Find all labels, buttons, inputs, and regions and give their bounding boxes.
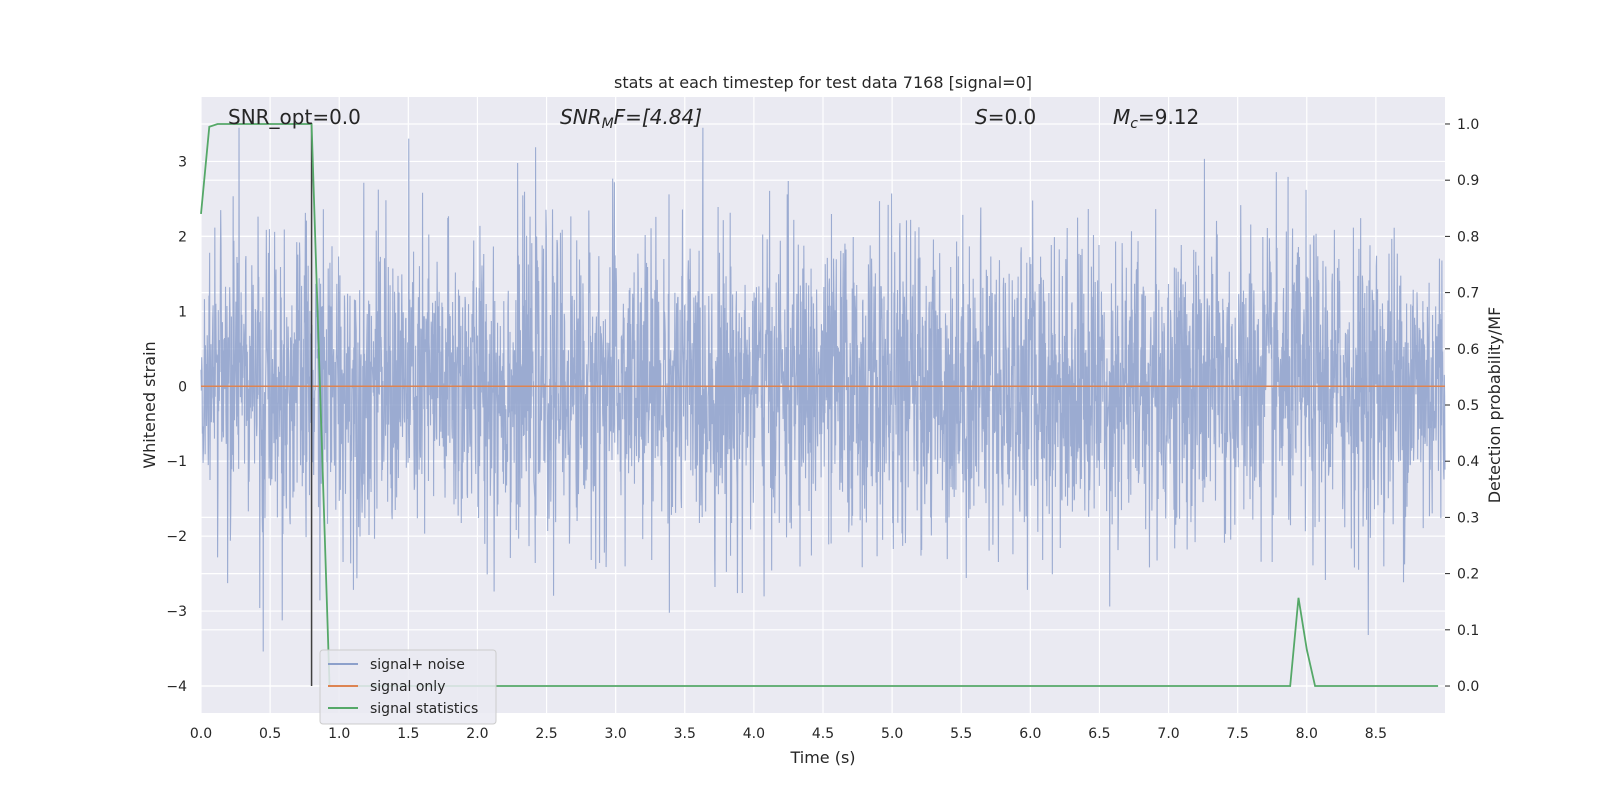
y-right-tick-label: 0.9	[1457, 173, 1479, 189]
x-tick-label: 0.0	[190, 726, 212, 742]
legend: signal+ noise signal only signal statist…	[319, 649, 497, 725]
x-tick-label: 5.5	[950, 726, 972, 742]
legend-label-signal-statistics: signal statistics	[370, 701, 478, 717]
y-right-tick-label: 0.4	[1457, 454, 1479, 470]
x-tick-label: 0.5	[259, 726, 281, 742]
y-right-tick-label: 0.2	[1457, 567, 1479, 583]
x-tick-label: 7.5	[1227, 726, 1249, 742]
x-tick-label: 4.5	[812, 726, 834, 742]
legend-label-signal-only: signal only	[370, 679, 445, 695]
y-left-axis-ticks: 3 2 1 0 −1 −2 −3 −4	[166, 154, 187, 695]
y-right-tick-label: 0.5	[1457, 398, 1479, 414]
y-right-tick-label: 0.3	[1457, 510, 1479, 526]
x-tick-label: 8.0	[1296, 726, 1318, 742]
y-right-tick-label: 0.1	[1457, 623, 1479, 639]
chart-title: stats at each timestep for test data 716…	[614, 73, 1032, 92]
x-tick-label: 1.0	[328, 726, 350, 742]
annotation-mc-main: M	[1113, 105, 1130, 129]
y-right-tick-label: 0.6	[1457, 342, 1479, 358]
series-signal-noise	[200, 127, 1446, 652]
y-left-tick-label: −2	[166, 529, 187, 545]
noise-trace	[200, 127, 1446, 652]
annotation-snr-mf: SNRMF=[4.84]	[560, 105, 702, 132]
x-tick-label: 7.0	[1157, 726, 1179, 742]
x-tick-label: 4.0	[743, 726, 765, 742]
y-left-tick-label: −4	[166, 679, 187, 695]
y-right-tick-label: 0.7	[1457, 286, 1479, 302]
annotation-s: S=0.0	[975, 105, 1036, 129]
y-left-tick-label: −3	[166, 604, 187, 620]
x-tick-label: 6.0	[1019, 726, 1041, 742]
x-tick-label: 3.0	[605, 726, 627, 742]
x-tick-label: 3.5	[674, 726, 696, 742]
annotation-snr-mf-sub: M	[602, 116, 614, 132]
x-tick-label: 2.5	[535, 726, 557, 742]
x-tick-label: 8.5	[1365, 726, 1387, 742]
x-tick-label: 1.5	[397, 726, 419, 742]
y-right-tick-label: 0.0	[1457, 679, 1479, 695]
x-tick-label: 2.0	[466, 726, 488, 742]
y-left-axis-label: Whitened strain	[140, 341, 159, 468]
annotation-snr-opt: SNR_opt=0.0	[228, 105, 361, 129]
y-left-tick-label: 3	[178, 154, 187, 170]
legend-label-signal-noise: signal+ noise	[370, 657, 465, 673]
y-right-axis-label: Detection probability/MF	[1485, 307, 1504, 504]
x-tick-label: 5.0	[881, 726, 903, 742]
x-tick-label: 6.5	[1088, 726, 1110, 742]
y-right-tick-label: 0.8	[1457, 229, 1479, 245]
y-right-axis-ticks: 1.0 0.9 0.8 0.7 0.6 0.5 0.4 0.3 0.2 0.1 0.0	[1445, 117, 1479, 695]
y-left-tick-label: 1	[178, 304, 187, 320]
x-axis-ticks: 0.0 0.5 1.0 1.5 2.0 2.5 3.0 3.5 4.0 4.5 5.0 5.5 6.0 6…	[190, 726, 1387, 742]
annotation-mc: Mc=9.12	[1113, 105, 1199, 132]
y-right-tick-label: 1.0	[1457, 117, 1479, 133]
annotation-mc-sub: c	[1130, 116, 1138, 132]
annotation-s-rest: =0.0	[988, 105, 1037, 129]
y-left-tick-label: 2	[178, 229, 187, 245]
x-axis-label: Time (s)	[789, 748, 855, 767]
annotation-snr-mf-main: SNR	[560, 105, 602, 129]
annotation-s-main: S	[975, 105, 988, 129]
y-left-tick-label: −1	[166, 454, 187, 470]
legend-box	[319, 649, 497, 725]
annotation-mc-rest: =9.12	[1138, 105, 1199, 129]
y-left-tick-label: 0	[178, 379, 187, 395]
annotation-snr-mf-rest: F=[4.84]	[614, 105, 702, 129]
